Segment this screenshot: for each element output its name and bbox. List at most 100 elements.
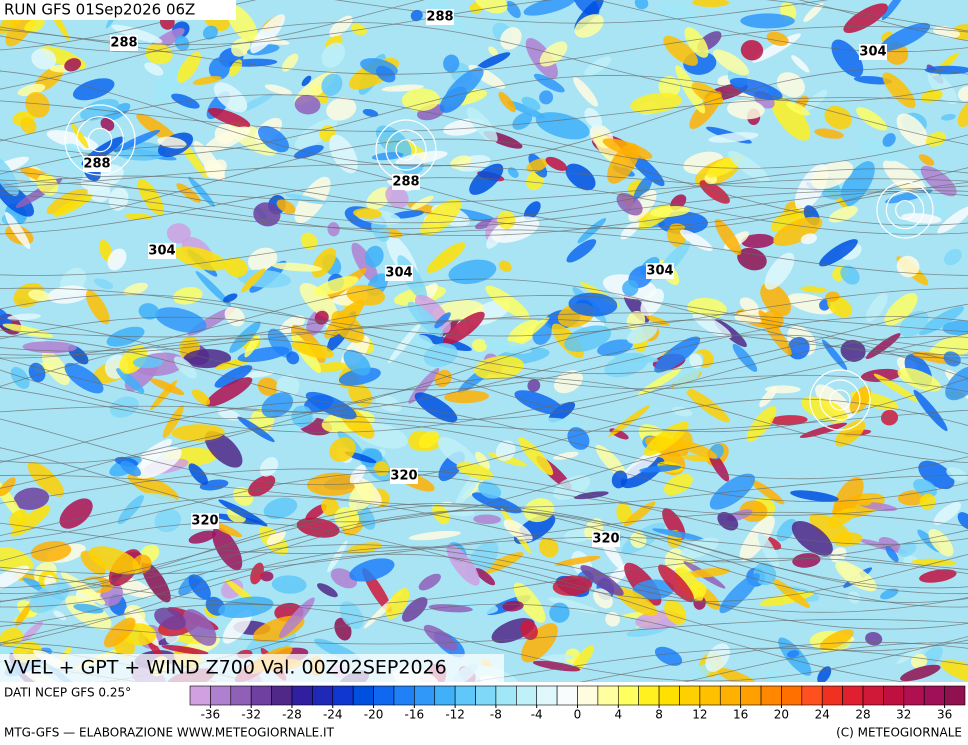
isobar-ring <box>395 139 417 161</box>
streamline <box>0 318 968 356</box>
isobar-ring <box>385 129 427 171</box>
field-blob <box>434 312 451 329</box>
field-blob <box>120 460 141 477</box>
contour-label: 304 <box>646 264 673 279</box>
field-blob <box>750 479 785 505</box>
field-blob <box>699 180 730 204</box>
field-blob <box>650 205 691 218</box>
colorbar-tick-label: 4 <box>614 708 622 722</box>
colorbar-bin <box>393 685 415 706</box>
field-blob <box>765 670 784 682</box>
colorbar-bin <box>475 685 497 706</box>
field-blob <box>229 59 243 77</box>
field-blob <box>769 415 808 426</box>
field-blob <box>72 78 115 101</box>
field-blob <box>825 291 840 302</box>
field-blob <box>521 623 558 663</box>
field-blob <box>608 405 650 437</box>
field-blob <box>263 497 298 520</box>
field-blob <box>281 53 299 72</box>
field-blob <box>577 218 607 244</box>
field-blob <box>123 282 148 296</box>
field-blob <box>214 123 236 145</box>
field-blob <box>321 42 346 68</box>
streamline <box>0 145 968 230</box>
field-blob <box>192 76 222 85</box>
field-blob <box>548 597 599 614</box>
field-blob <box>568 292 618 317</box>
field-blob <box>111 24 163 44</box>
field-blob <box>918 306 964 336</box>
streamline <box>0 319 968 420</box>
field-blob <box>510 317 550 347</box>
field-blob <box>446 544 480 586</box>
field-blob <box>929 333 968 361</box>
field-blob <box>943 248 962 266</box>
field-blob <box>532 660 581 672</box>
field-blob <box>237 346 290 363</box>
field-blob <box>819 239 858 267</box>
field-blob <box>896 255 920 278</box>
field-blob <box>853 75 893 85</box>
field-blob <box>27 461 65 497</box>
contour-label-box <box>191 513 219 529</box>
field-blob <box>329 437 356 462</box>
colorbar-bin <box>862 685 884 706</box>
streamline <box>0 401 968 480</box>
colorbar-tick-label: 28 <box>855 708 870 722</box>
field-blob <box>476 52 511 70</box>
field-blob <box>626 324 658 344</box>
field-blob <box>472 338 488 352</box>
field-blob <box>566 239 597 263</box>
field-blob <box>674 567 704 602</box>
field-blob <box>741 233 775 249</box>
field-blob <box>305 391 357 420</box>
field-blob <box>157 136 187 149</box>
field-blob <box>291 340 334 359</box>
contour-label-box <box>426 9 454 25</box>
field-blob <box>224 306 245 327</box>
streamline <box>0 432 968 523</box>
field-blob <box>539 90 554 105</box>
contour-label-box <box>385 265 413 281</box>
field-blob <box>296 517 340 538</box>
field-blob <box>248 475 276 497</box>
field-blob <box>428 604 473 613</box>
field-blob <box>294 94 321 115</box>
field-blob <box>375 394 402 413</box>
field-blob <box>202 25 218 40</box>
field-blob <box>497 210 516 229</box>
field-blob <box>8 509 28 528</box>
contour-label-box <box>390 468 418 484</box>
field-blob <box>573 77 599 107</box>
field-blob <box>545 156 568 171</box>
field-blob <box>349 464 366 485</box>
streamline <box>0 177 968 235</box>
field-blob <box>680 229 713 252</box>
field-blob <box>4 211 31 249</box>
field-blob <box>390 210 424 219</box>
field-blob <box>800 233 818 245</box>
field-blob <box>897 542 917 557</box>
field-blob <box>109 396 139 418</box>
contour-label-box <box>859 44 887 60</box>
field-blob <box>740 13 795 29</box>
field-blob <box>134 446 182 479</box>
field-blob <box>866 293 888 322</box>
field-blob <box>117 495 144 525</box>
field-blob <box>276 199 296 214</box>
field-blob <box>212 527 243 571</box>
streamline <box>0 316 968 391</box>
field-blob <box>498 260 512 272</box>
field-blob <box>30 541 72 562</box>
field-blob <box>564 325 612 352</box>
field-blob <box>639 465 682 473</box>
streamline <box>0 0 968 46</box>
field-blob <box>162 405 184 438</box>
field-blob <box>46 188 88 215</box>
field-blob <box>810 160 854 189</box>
field-blob <box>595 444 628 480</box>
field-blob <box>800 286 827 293</box>
field-blob <box>166 223 191 244</box>
colorbar-bin <box>801 685 823 706</box>
